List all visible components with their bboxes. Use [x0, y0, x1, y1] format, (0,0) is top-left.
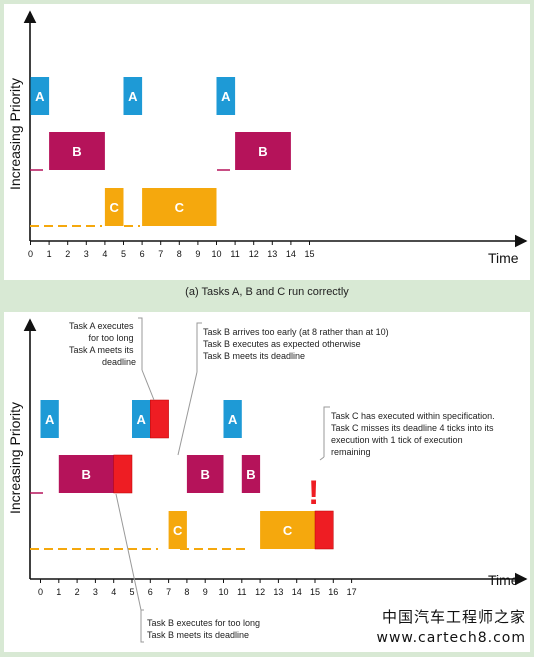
task-c-block-label: C [283, 523, 293, 538]
x-tick-label: 8 [184, 587, 189, 597]
x-tick-label: 9 [203, 587, 208, 597]
panel-b: Increasing Priority Time 0 1 2 3 4 5 6 7 8 9 10 11 1… [4, 312, 530, 652]
x-tick-label: 4 [111, 587, 116, 597]
timeline-chart-a: Increasing Priority Time 0 1 2 3 4 5 6 7 8 9 10 11 1… [7, 10, 528, 266]
x-tick-label: 13 [273, 587, 283, 597]
annotation-b-early: Task B arrives too early (at 8 rather th… [203, 327, 391, 361]
callout-bracket [323, 406, 330, 457]
exclamation-mark: ! [308, 474, 319, 512]
x-tick-label: 10 [218, 587, 228, 597]
callout-bracket [140, 609, 144, 643]
x-tick-label: 1 [56, 587, 61, 597]
overrun-block-c [314, 510, 334, 550]
x-tick-label: 5 [129, 587, 134, 597]
x-tick-label: 11 [230, 249, 239, 259]
task-a-block [30, 77, 50, 115]
callout-bracket [196, 322, 202, 372]
task-a-block [223, 400, 242, 438]
x-axis-label: Time [488, 572, 519, 588]
x-tick-label: 16 [328, 587, 338, 597]
x-tick-label: 0 [38, 587, 43, 597]
y-axis-label: Increasing Priority [7, 402, 23, 514]
callout-leader [115, 493, 142, 611]
caption-a: (a) Tasks A, B and C run correctly [185, 286, 349, 298]
x-tick-label: 4 [102, 249, 107, 259]
task-a-block-label: A [128, 89, 138, 104]
annotation-a-long: Task A executes for too long Task A meet… [69, 321, 136, 367]
x-tick-label: 10 [211, 249, 221, 259]
task-c-block-label: C [173, 523, 183, 538]
task-b-block-label: B [246, 467, 255, 482]
task-c-block-label: C [175, 200, 185, 215]
task-b-block-label: B [201, 467, 210, 482]
x-tick-label: 14 [292, 587, 302, 597]
x-tick-label: 11 [237, 587, 246, 597]
callout-leader [141, 369, 155, 401]
y-axis-label: Increasing Priority [7, 78, 23, 190]
task-b-block [186, 455, 224, 493]
task-b-block-label: B [258, 144, 267, 159]
callout-leader [177, 371, 198, 456]
x-tick-label: 9 [195, 249, 200, 259]
x-tick-label: 15 [310, 587, 320, 597]
x-axis-label: Time [488, 250, 519, 266]
task-a-block [132, 400, 151, 438]
task-a-block-label: A [228, 412, 238, 427]
callout-bracket [138, 317, 143, 370]
watermark-url: www.cartech8.com [376, 630, 526, 646]
x-tick-label: 12 [255, 587, 265, 597]
task-a-block [123, 77, 143, 115]
task-b-block [235, 132, 291, 170]
x-tick-label: 2 [65, 249, 70, 259]
x-tick-label: 15 [304, 249, 314, 259]
annotation-c-miss: Task C has executed within specification… [331, 411, 497, 457]
x-tick-label: 0 [28, 249, 33, 259]
task-b-block [49, 132, 105, 170]
task-a-block-label: A [45, 412, 55, 427]
x-tick-label: 8 [177, 249, 182, 259]
task-a-block-label: A [35, 89, 45, 104]
overrun-block-a [150, 399, 169, 439]
task-c-block [104, 188, 124, 226]
x-tick-label: 5 [121, 249, 126, 259]
x-tick-label: 2 [75, 587, 80, 597]
panel-a: Increasing Priority Time 0 1 2 3 4 5 6 7 8 9 10 11 1… [4, 4, 530, 280]
timeline-chart-b: Increasing Priority Time 0 1 2 3 4 5 6 7 8 9 10 11 1… [7, 317, 528, 643]
watermark-chinese: 中国汽车工程师之家 [381, 608, 526, 626]
overrun-block-b [113, 454, 133, 494]
task-a-block [216, 77, 236, 115]
x-tick-label: 14 [286, 249, 296, 259]
x-tick-label: 1 [47, 249, 52, 259]
task-b-block [58, 455, 114, 493]
x-tick-label: 3 [93, 587, 98, 597]
x-tick-label: 3 [84, 249, 89, 259]
callout-leader [319, 456, 325, 461]
task-b-block-label: B [82, 467, 91, 482]
x-tick-label: 13 [267, 249, 277, 259]
x-tick-label: 17 [347, 587, 357, 597]
task-c-block [260, 511, 315, 549]
task-c-block [168, 511, 187, 549]
x-tick-label: 6 [140, 249, 145, 259]
task-b-block-label: B [72, 144, 81, 159]
x-tick-label: 7 [158, 249, 163, 259]
x-tick-label: 7 [166, 587, 171, 597]
task-a-block [40, 400, 59, 438]
x-tick-label: 12 [249, 249, 259, 259]
task-a-block-label: A [221, 89, 231, 104]
task-a-block-label: A [136, 412, 146, 427]
task-c-block [142, 188, 217, 226]
x-tick-label: 6 [148, 587, 153, 597]
task-c-block-label: C [110, 200, 120, 215]
task-b-block [241, 455, 261, 493]
annotation-b-long: Task B executes for too long Task B meet… [147, 618, 263, 640]
